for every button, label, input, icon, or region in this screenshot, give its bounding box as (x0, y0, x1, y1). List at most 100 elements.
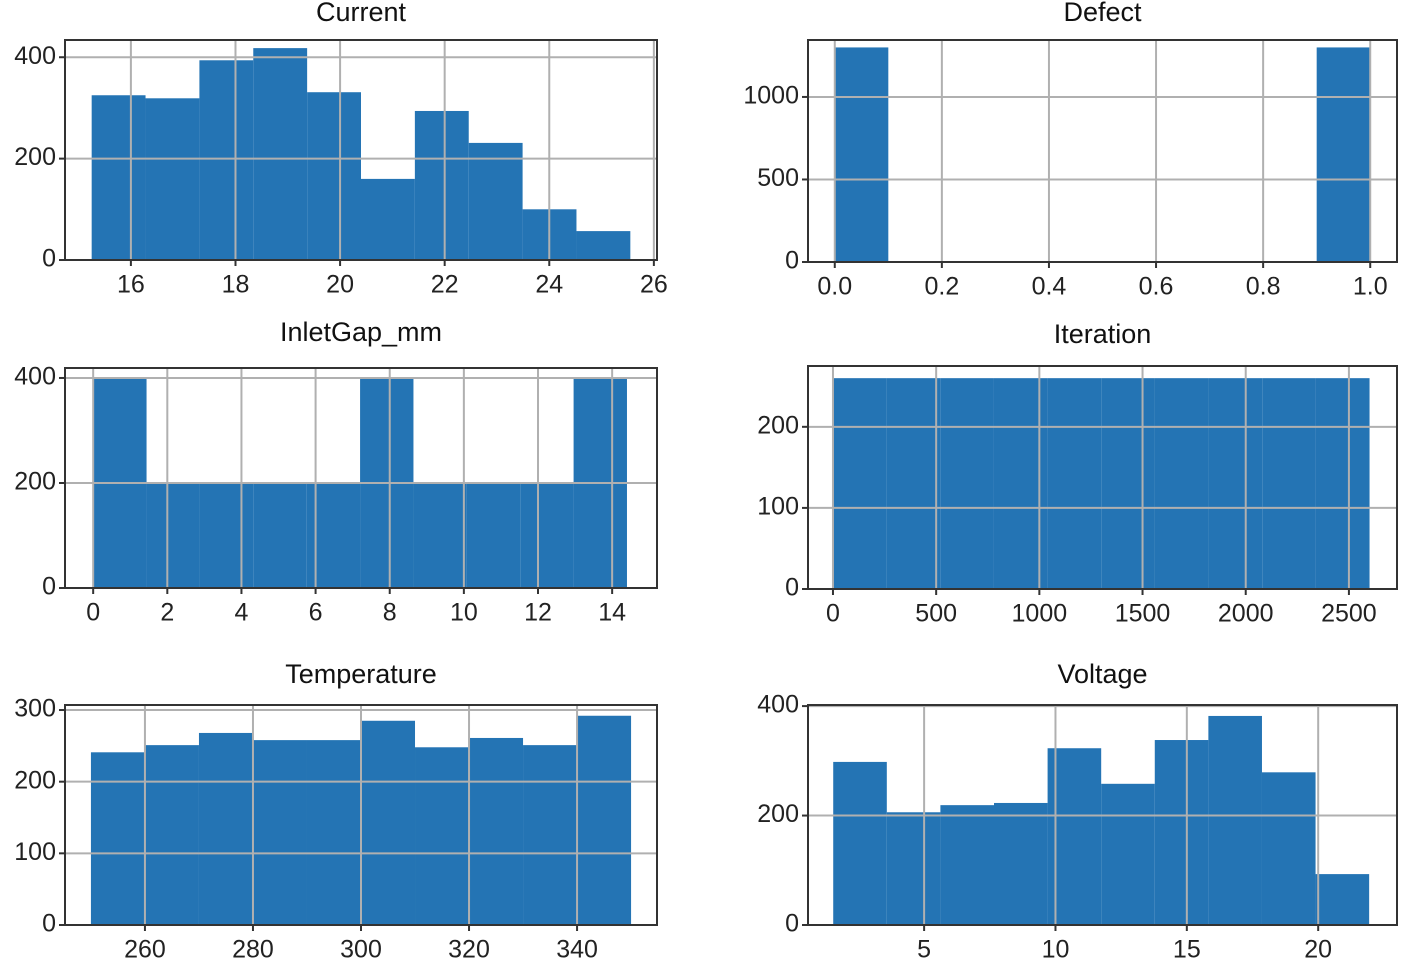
subplot-title: Temperature (285, 659, 437, 689)
hist-bar (468, 142, 523, 260)
y-tick-label: 400 (14, 42, 56, 70)
x-tick-label: 0.6 (1139, 273, 1174, 301)
y-tick-label: 0 (785, 910, 799, 938)
y-tick-label: 200 (14, 468, 56, 496)
hist-bar (520, 482, 574, 588)
hist-bar (199, 60, 254, 261)
subplot-title: InletGap_mm (280, 317, 442, 347)
hist-bar (146, 482, 200, 588)
x-tick-label: 0.0 (817, 273, 852, 301)
y-tick-label: 200 (757, 411, 799, 439)
y-tick-label: 200 (14, 766, 56, 794)
x-tick-label: 1500 (1115, 600, 1171, 628)
y-tick-label: 400 (757, 691, 799, 719)
x-tick-label: 20 (326, 271, 354, 299)
hist-bar (886, 812, 941, 925)
hist-bar (886, 378, 941, 589)
x-tick-label: 260 (124, 936, 166, 964)
hist-bar (91, 95, 146, 261)
axes-frame (807, 704, 1398, 926)
x-tick-label: 16 (117, 271, 145, 299)
axes-frame (64, 39, 658, 261)
hist-bar (1154, 740, 1209, 925)
hist-bar (198, 732, 253, 925)
y-tick-label: 0 (42, 245, 56, 273)
hist-bar (994, 802, 1048, 925)
hist-bar (253, 482, 307, 588)
hist-bar (523, 745, 578, 925)
x-tick-label: 280 (232, 936, 274, 964)
hist-bar (252, 740, 307, 925)
subplot-title: Current (316, 0, 407, 27)
y-tick-label: 400 (14, 363, 56, 391)
x-tick-label: 10 (450, 599, 478, 627)
x-tick-label: 2500 (1321, 600, 1377, 628)
y-tick-label: 100 (757, 493, 799, 521)
hist-bar (361, 720, 416, 925)
x-tick-label: 0 (826, 600, 840, 628)
x-tick-label: 2 (160, 599, 174, 627)
x-tick-label: 0.2 (924, 273, 959, 301)
y-tick-label: 100 (14, 838, 56, 866)
x-tick-label: 26 (640, 271, 668, 299)
hist-bar (1101, 378, 1155, 589)
hist-bar (307, 92, 361, 261)
y-tick-label: 300 (14, 695, 56, 723)
x-tick-label: 1.0 (1353, 273, 1388, 301)
x-tick-label: 0.8 (1246, 273, 1281, 301)
hist-bar (199, 482, 254, 588)
hist-bar (1047, 378, 1102, 589)
hist-bar (414, 110, 469, 260)
hist-bar (415, 747, 470, 925)
hist-bar (1047, 748, 1102, 925)
subplot-title: Defect (1063, 0, 1142, 27)
hist-bar (361, 178, 415, 260)
hist-bar (253, 48, 308, 261)
hist-bar (576, 231, 631, 260)
hist-bar (1208, 715, 1262, 925)
x-tick-label: 1000 (1012, 600, 1068, 628)
hist-bar (1315, 378, 1370, 589)
axes-frame (64, 367, 658, 589)
x-tick-label: 10 (1042, 936, 1070, 964)
x-tick-label: 0 (86, 599, 100, 627)
hist-bar (90, 752, 145, 925)
x-tick-label: 22 (431, 271, 459, 299)
x-tick-label: 24 (535, 271, 563, 299)
x-tick-label: 20 (1304, 936, 1332, 964)
hist-bar (834, 47, 889, 263)
x-tick-label: 15 (1173, 936, 1201, 964)
hist-bar (306, 740, 361, 925)
hist-bar (1316, 47, 1371, 263)
hist-bar (832, 378, 887, 589)
x-tick-label: 4 (234, 599, 248, 627)
hist-bar (144, 745, 199, 925)
y-tick-label: 200 (14, 143, 56, 171)
hist-bar (1261, 772, 1316, 925)
y-tick-label: 200 (757, 800, 799, 828)
hist-bar (469, 737, 524, 925)
hist-bar (1262, 378, 1316, 589)
x-tick-label: 8 (383, 599, 397, 627)
hist-bar (466, 482, 521, 588)
hist-bar (577, 715, 632, 925)
axes-frame (64, 704, 658, 926)
x-tick-label: 300 (340, 936, 382, 964)
y-tick-label: 500 (757, 164, 799, 192)
hist-bar (145, 98, 200, 261)
hist-bar (940, 378, 994, 589)
y-tick-label: 1000 (743, 82, 799, 110)
x-tick-label: 12 (524, 599, 552, 627)
y-tick-label: 0 (42, 910, 56, 938)
x-tick-label: 500 (915, 600, 957, 628)
hist-bar (1101, 783, 1155, 925)
y-tick-label: 0 (785, 247, 799, 275)
x-tick-label: 340 (556, 936, 598, 964)
hist-bar (1154, 378, 1209, 589)
axes-frame (807, 39, 1398, 263)
hist-bar (940, 805, 994, 925)
x-tick-label: 0.4 (1032, 273, 1067, 301)
hist-bar (1315, 874, 1370, 925)
x-tick-label: 2000 (1218, 600, 1274, 628)
